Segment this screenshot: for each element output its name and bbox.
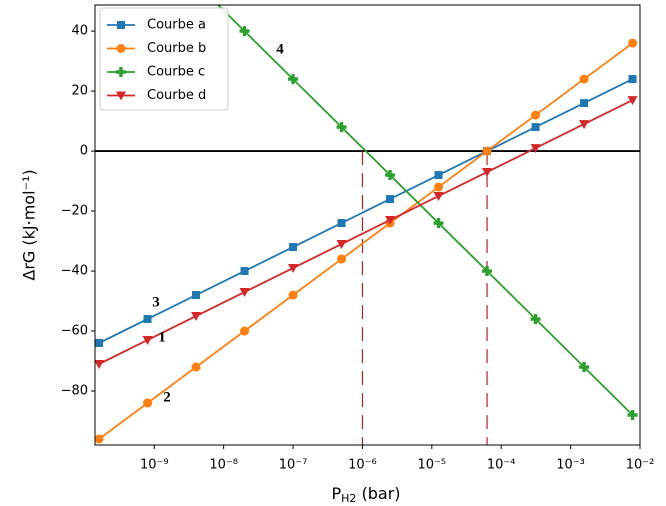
marker [482,168,493,178]
y-tick-label: −20 [61,204,88,219]
marker [336,122,347,133]
marker [192,291,201,300]
legend-label: Courbe a [147,18,206,33]
marker [628,75,637,84]
marker [95,339,104,348]
legend-label: Courbe c [147,65,205,80]
marker [580,99,589,108]
series-line [98,99,633,365]
annotation: 4 [276,41,284,57]
marker [627,96,638,106]
marker [386,195,395,204]
x-label-main: P [331,484,341,503]
y-tick-label: 20 [71,84,88,99]
marker [239,26,250,37]
marker [239,288,250,298]
marker [116,44,126,53]
y-tick-label: −60 [61,324,88,339]
marker [191,362,201,372]
marker [482,266,493,277]
marker [530,314,541,325]
marker [433,192,444,202]
marker [117,21,125,29]
annotation: 2 [163,389,171,405]
marker [531,123,540,132]
marker [240,326,250,336]
x-tick-label: 10⁻³ [556,458,585,473]
plot-area [95,5,640,445]
marker [482,146,492,156]
y-tick-label: 0 [80,144,88,159]
x-tick-label: 10⁻⁶ [348,458,377,473]
marker [116,91,126,101]
marker [240,267,249,276]
marker [95,360,105,370]
annotation: 3 [152,294,160,310]
marker [142,336,153,346]
x-tick-label: 10⁻⁵ [418,458,447,473]
annotation: 1 [158,329,166,345]
marker [579,74,589,84]
marker [191,312,202,322]
x-tick-label: 10⁻⁷ [279,458,308,473]
y-tick-label: −40 [61,264,88,279]
x-tick-label: 10⁻⁴ [487,458,516,473]
marker [337,254,347,264]
marker [336,240,347,250]
marker [143,315,152,324]
marker [579,362,590,373]
series-line [98,42,634,440]
legend-label: Courbe b [147,41,206,56]
series-line [98,78,633,344]
x-tick-label: 10⁻² [626,458,655,473]
y-tick-label: 40 [71,24,88,39]
marker [289,243,298,252]
marker [434,182,444,192]
series-line [216,5,634,416]
marker [628,38,638,48]
marker [288,264,299,274]
marker [433,218,444,229]
plot-frame [94,4,641,446]
x-axis-label: PH2 (bar) [331,484,400,506]
marker [95,434,104,444]
marker [288,290,298,300]
legend-label: Courbe d [147,88,206,103]
marker [143,398,153,408]
marker [288,74,299,85]
marker [385,216,396,226]
marker [579,120,590,130]
legend-box [99,7,229,111]
y-axis-label: ΔrG (kJ·mol⁻¹) [20,169,39,280]
marker [337,219,346,228]
marker [531,110,541,120]
x-tick-label: 10⁻⁸ [209,458,238,473]
marker [627,410,638,421]
x-label-unit: (bar) [356,484,400,503]
marker [434,171,443,180]
marker [385,170,396,181]
y-tick-label: −80 [61,384,88,399]
marker [116,67,127,78]
marker [530,144,541,154]
x-label-sub: H2 [341,492,356,505]
x-tick-label: 10⁻⁹ [140,458,169,473]
